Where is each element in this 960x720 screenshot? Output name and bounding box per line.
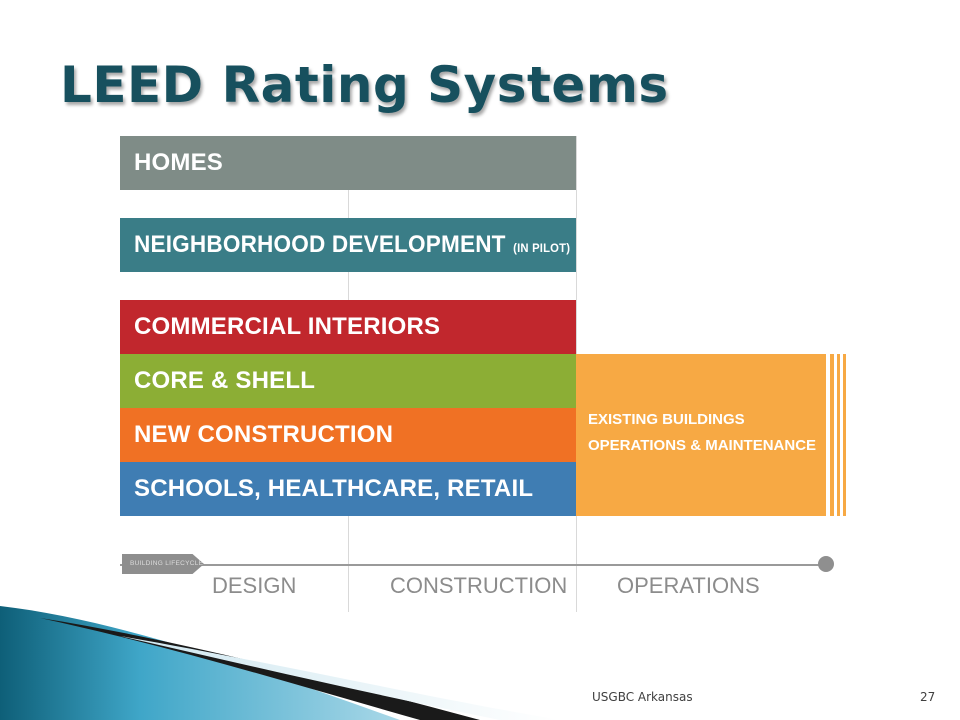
band-new-construction-label: NEW CONSTRUCTION <box>134 421 394 448</box>
phase-design: DESIGN <box>212 573 297 598</box>
timeline-end-dot <box>818 556 834 572</box>
decorative-swoosh <box>0 606 560 720</box>
band-neighborhood-development: NEIGHBORHOOD DEVELOPMENT (IN PILOT) <box>120 218 576 272</box>
page-number: 27 <box>920 690 936 704</box>
band-neighborhood-note: (IN PILOT) <box>513 241 571 255</box>
band-homes: HOMES <box>120 136 576 190</box>
ops-stripe-3 <box>843 354 846 516</box>
existing-buildings-block <box>576 354 826 516</box>
timeline-line <box>120 564 820 566</box>
ops-stripe-2 <box>837 354 840 516</box>
band-new-construction: NEW CONSTRUCTION <box>120 408 576 462</box>
band-commercial-label: COMMERCIAL INTERIORS <box>134 313 441 340</box>
slide-title: LEED Rating Systems <box>60 56 669 114</box>
existing-buildings-label: EXISTING BUILDINGS OPERATIONS & MAINTENA… <box>588 407 828 459</box>
phase-construction: CONSTRUCTION <box>390 573 568 598</box>
ops-stripe-1 <box>830 354 834 516</box>
existing-buildings-line1: EXISTING BUILDINGS <box>588 411 745 428</box>
footer-org: USGBC Arkansas <box>592 690 693 704</box>
band-core-shell: CORE & SHELL <box>120 354 576 408</box>
band-commercial-interiors: COMMERCIAL INTERIORS <box>120 300 576 354</box>
existing-buildings-line2: OPERATIONS & MAINTENANCE <box>588 437 817 454</box>
band-homes-label: HOMES <box>134 149 224 176</box>
leed-diagram: HOMES NEIGHBORHOOD DEVELOPMENT (IN PILOT… <box>120 136 846 612</box>
band-schools-healthcare-retail: SCHOOLS, HEALTHCARE, RETAIL <box>120 462 576 516</box>
band-schools-label: SCHOOLS, HEALTHCARE, RETAIL <box>134 475 534 502</box>
phase-operations: OPERATIONS <box>617 573 760 598</box>
band-neighborhood-label: NEIGHBORHOOD DEVELOPMENT <box>134 231 506 258</box>
band-core-shell-label: CORE & SHELL <box>134 367 316 394</box>
timeline-tag: BUILDING LIFECYCLE <box>122 554 204 574</box>
